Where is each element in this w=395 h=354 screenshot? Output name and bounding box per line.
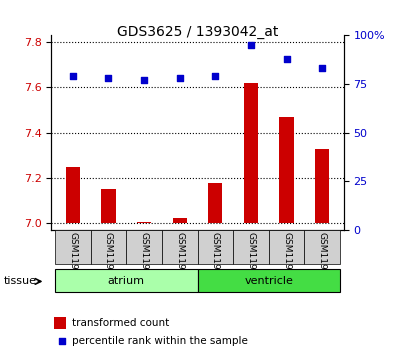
Point — [141, 78, 147, 83]
Bar — [137, 222, 151, 223]
Bar — [101, 189, 115, 223]
FancyBboxPatch shape — [198, 230, 233, 264]
FancyBboxPatch shape — [90, 230, 126, 264]
Bar — [66, 167, 80, 223]
Text: GSM119429: GSM119429 — [318, 232, 327, 286]
Text: transformed count: transformed count — [72, 318, 169, 328]
FancyBboxPatch shape — [233, 230, 269, 264]
Text: GSM119422: GSM119422 — [68, 232, 77, 286]
Text: tissue: tissue — [4, 276, 37, 286]
Text: GSM119423: GSM119423 — [104, 232, 113, 286]
Point — [58, 338, 65, 343]
Text: GSM119426: GSM119426 — [211, 232, 220, 286]
FancyBboxPatch shape — [162, 230, 198, 264]
FancyBboxPatch shape — [305, 230, 340, 264]
Point — [284, 56, 290, 62]
FancyBboxPatch shape — [126, 230, 162, 264]
Bar — [280, 117, 294, 223]
Point — [70, 74, 76, 79]
Text: GSM119427: GSM119427 — [246, 232, 256, 286]
Bar — [244, 83, 258, 223]
Point — [212, 74, 218, 79]
Text: atrium: atrium — [108, 275, 145, 286]
Point — [105, 75, 111, 81]
Bar — [315, 149, 329, 223]
Text: GSM119424: GSM119424 — [139, 232, 149, 286]
Text: GSM119425: GSM119425 — [175, 232, 184, 286]
FancyBboxPatch shape — [55, 230, 90, 264]
Point — [177, 75, 183, 81]
Point — [319, 66, 325, 72]
Point — [248, 42, 254, 48]
Bar — [54, 317, 66, 329]
Text: percentile rank within the sample: percentile rank within the sample — [72, 336, 248, 346]
FancyBboxPatch shape — [55, 269, 198, 292]
Text: ventricle: ventricle — [245, 275, 293, 286]
FancyBboxPatch shape — [198, 269, 340, 292]
Bar — [173, 218, 187, 223]
Text: GSM119428: GSM119428 — [282, 232, 291, 286]
Text: GDS3625 / 1393042_at: GDS3625 / 1393042_at — [117, 25, 278, 39]
Bar — [208, 183, 222, 223]
FancyBboxPatch shape — [269, 230, 305, 264]
